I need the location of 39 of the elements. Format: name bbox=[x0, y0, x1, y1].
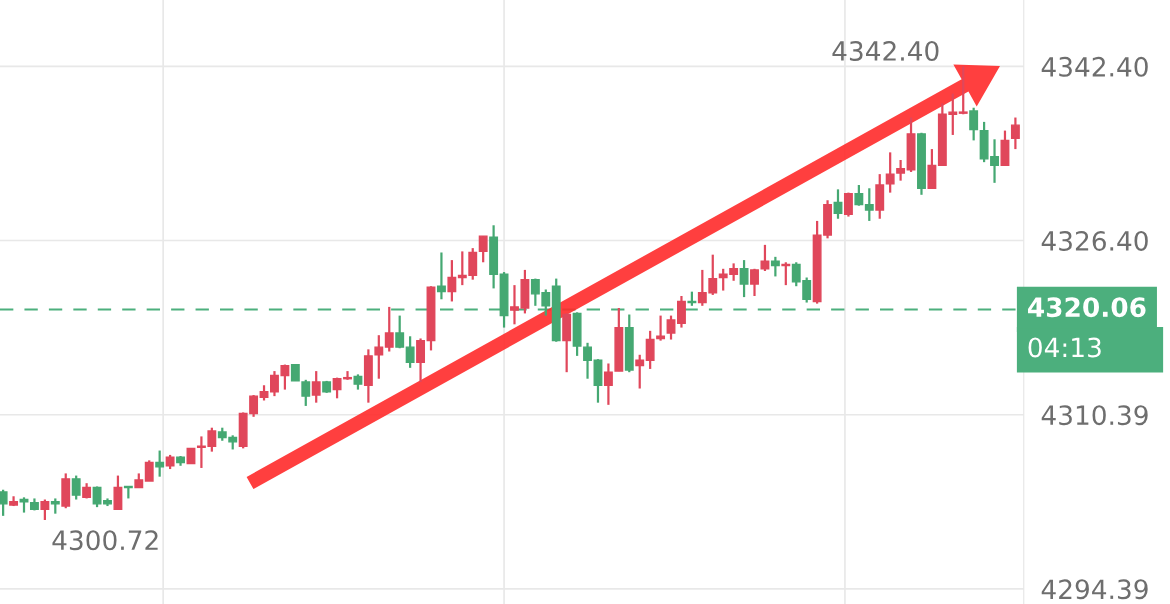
candlestick bbox=[833, 188, 843, 220]
candlestick bbox=[155, 449, 165, 478]
y-tick-label: 4294.39 bbox=[1041, 579, 1148, 600]
candlestick bbox=[374, 334, 384, 380]
candlestick bbox=[645, 329, 655, 371]
candlestick bbox=[854, 183, 864, 207]
y-tick-label: 4310.39 bbox=[1041, 405, 1148, 426]
candlestick bbox=[969, 106, 979, 142]
candlestick bbox=[311, 370, 321, 404]
candlestick bbox=[405, 335, 415, 369]
candlestick bbox=[677, 294, 686, 329]
candlestick bbox=[927, 147, 937, 190]
candlestick bbox=[656, 314, 666, 342]
candlestick bbox=[958, 65, 968, 116]
candlestick bbox=[739, 258, 749, 299]
candlestick bbox=[1010, 116, 1020, 151]
candlestick bbox=[384, 305, 394, 353]
annotation: 4342.40 bbox=[832, 41, 939, 61]
text: 04:13 bbox=[1028, 337, 1101, 358]
candlestick bbox=[781, 261, 791, 287]
candlestick bbox=[635, 353, 645, 390]
y-tick-label: 4326.40 bbox=[1041, 230, 1148, 251]
candlestick bbox=[144, 459, 154, 483]
candlestick bbox=[71, 474, 81, 501]
candlestick bbox=[864, 187, 874, 223]
candlestick bbox=[113, 474, 123, 511]
candlestick bbox=[0, 488, 8, 517]
candlestick bbox=[603, 362, 613, 406]
candlestick bbox=[478, 235, 488, 264]
candlestick bbox=[40, 498, 50, 522]
y-tick-label: 4342.40 bbox=[1041, 56, 1148, 77]
candlestick bbox=[770, 255, 780, 278]
candlestick bbox=[416, 337, 426, 384]
candlestick bbox=[666, 314, 676, 341]
ref-line-label: 4320.06 bbox=[1028, 297, 1146, 318]
annotation: 4300.72 bbox=[52, 530, 158, 551]
candlestick bbox=[447, 258, 457, 303]
candlestick bbox=[436, 251, 446, 301]
candlestick bbox=[395, 314, 405, 350]
